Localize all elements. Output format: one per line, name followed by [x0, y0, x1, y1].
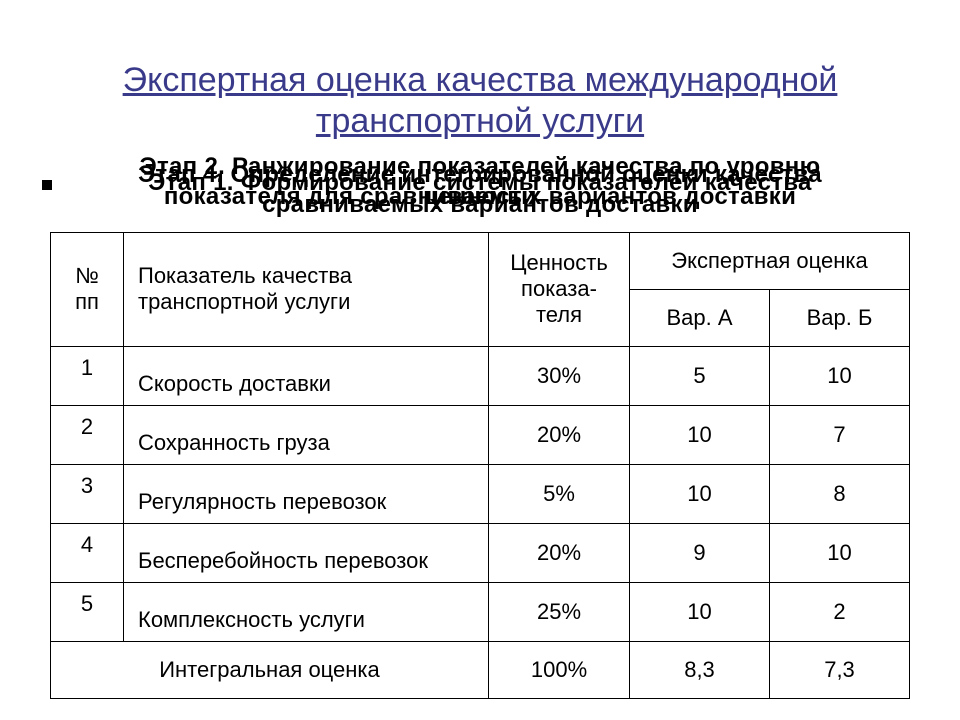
hdr-expert: Экспертная оценка [630, 232, 910, 289]
subtitle-overlay: Этап 2. Ранжирование показателей качеств… [50, 152, 910, 220]
hdr-value: Ценность показа-теля [489, 232, 630, 346]
cell-ind: Сохранность груза [124, 405, 489, 464]
slide-title: Экспертная оценка качества международной… [70, 60, 890, 142]
total-val: 100% [489, 641, 630, 698]
cell-a: 9 [630, 523, 770, 582]
cell-ind: Регулярность перевозок [124, 464, 489, 523]
hdr-var-b: Вар. Б [770, 289, 910, 346]
cell-b: 10 [770, 346, 910, 405]
cell-val: 5% [489, 464, 630, 523]
cell-a: 5 [630, 346, 770, 405]
hdr-num: № пп [51, 232, 124, 346]
cell-n: 3 [51, 464, 124, 523]
total-a: 8,3 [630, 641, 770, 698]
total-label: Интегральная оценка [51, 641, 489, 698]
hdr-var-a: Вар. А [630, 289, 770, 346]
total-b: 7,3 [770, 641, 910, 698]
cell-val: 30% [489, 346, 630, 405]
subtitle-layer-4: показателя для сравниваемых вариантов до… [50, 182, 910, 212]
cell-b: 10 [770, 523, 910, 582]
cell-n: 4 [51, 523, 124, 582]
hdr-indicator: Показатель качества транспортной услуги [124, 232, 489, 346]
cell-val: 25% [489, 582, 630, 641]
cell-ind: Бесперебойность перевозок [124, 523, 489, 582]
cell-a: 10 [630, 405, 770, 464]
cell-val: 20% [489, 523, 630, 582]
cell-n: 5 [51, 582, 124, 641]
cell-a: 10 [630, 464, 770, 523]
cell-b: 7 [770, 405, 910, 464]
cell-a: 10 [630, 582, 770, 641]
cell-ind: Скорость доставки [124, 346, 489, 405]
cell-val: 20% [489, 405, 630, 464]
quality-table: № пп Показатель качества транспортной ус… [50, 232, 910, 699]
cell-n: 1 [51, 346, 124, 405]
cell-b: 2 [770, 582, 910, 641]
cell-ind: Комплексность услуги [124, 582, 489, 641]
cell-n: 2 [51, 405, 124, 464]
cell-b: 8 [770, 464, 910, 523]
